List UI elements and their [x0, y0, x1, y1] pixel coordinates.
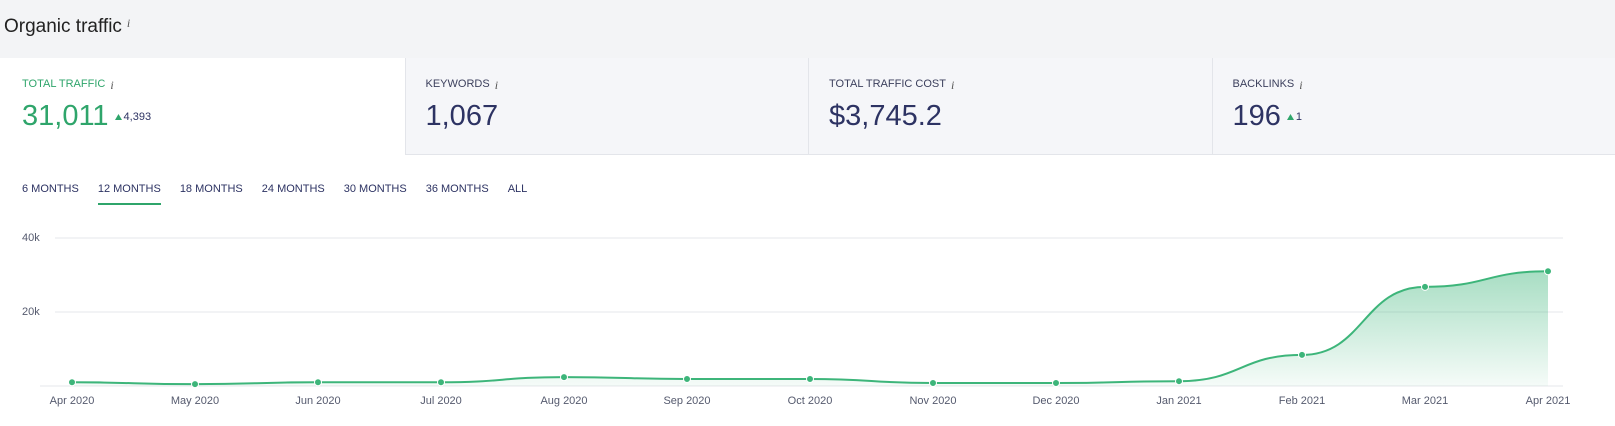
x-tick-label: Oct 2020	[788, 395, 833, 407]
info-icon[interactable]: i	[110, 78, 114, 92]
point	[314, 378, 322, 387]
metric-card[interactable]: KEYWORDS i 1,067	[404, 58, 808, 155]
metric-label: TOTAL TRAFFIC i	[22, 78, 114, 93]
x-tick-label: Jan 2021	[1156, 395, 1201, 407]
metric-number: $3,745.2	[829, 100, 942, 132]
area	[72, 271, 1548, 386]
point	[1298, 350, 1306, 359]
x-tick-label: Feb 2021	[1279, 395, 1325, 407]
info-icon[interactable]: i	[494, 78, 499, 92]
header-bar: Organic traffic i	[0, 0, 1615, 58]
x-tick-label: Nov 2020	[909, 395, 956, 407]
up-arrow	[114, 114, 122, 121]
period-tab[interactable]: 24 MONTHS	[261, 183, 325, 195]
metric-value: 1,067	[426, 100, 499, 133]
metric-value: $3,745.2	[829, 100, 942, 133]
change-text: 1	[1295, 111, 1303, 124]
metric-label-text: BACKLINKS	[1232, 78, 1295, 90]
metric-number: 196	[1232, 100, 1281, 132]
period-tab[interactable]: 12 MONTHS	[97, 183, 161, 205]
x-tick-label: May 2020	[171, 395, 219, 407]
metric-value: 196 1	[1233, 100, 1303, 133]
metric-label-text: TOTAL TRAFFIC	[22, 78, 106, 90]
x-tick-label: Apr 2021	[1526, 395, 1571, 407]
period-tab[interactable]: 30 MONTHS	[343, 183, 407, 195]
period-tab[interactable]: 18 MONTHS	[179, 183, 243, 195]
metric-change: 4,393	[114, 111, 152, 124]
period-tab[interactable]: 36 MONTHS	[425, 183, 489, 195]
metric-label: BACKLINKS i	[1233, 78, 1303, 93]
line	[71, 270, 1549, 386]
metric-cards: TOTAL TRAFFIC i 31,011 4,393 KEYWORDS i 1,067 T…	[2, 58, 1615, 155]
period-tabs: 6 MONTHS 12 MONTHS 18 MONTHS 24 MONTHS 30 MO…	[22, 183, 546, 205]
metric-card[interactable]: TOTAL TRAFFIC COST i $3,745.2	[808, 58, 1212, 155]
point	[1052, 379, 1060, 388]
point	[1544, 267, 1552, 276]
metric-number: 1,067	[425, 100, 499, 132]
x-tick-label: Dec 2020	[1032, 395, 1079, 407]
info-icon[interactable]: i	[126, 16, 131, 30]
point	[1421, 282, 1429, 291]
point	[437, 378, 445, 387]
x-tick-label: Aug 2020	[540, 395, 587, 407]
y-tick-label: 20k	[22, 306, 40, 318]
up-arrow	[1286, 114, 1294, 121]
change-text: 4,393	[123, 111, 152, 124]
info-icon[interactable]: i	[950, 78, 955, 92]
metric-label-text: KEYWORDS	[425, 78, 490, 90]
point	[68, 378, 76, 387]
point	[191, 380, 199, 389]
page-title: Organic traffic i	[4, 16, 130, 38]
metric-card[interactable]: TOTAL TRAFFIC i 31,011 4,393	[2, 58, 405, 155]
period-tab[interactable]: 6 MONTHS	[22, 183, 79, 195]
point	[683, 374, 691, 383]
x-tick-label: Jun 2020	[295, 395, 340, 407]
metric-label: TOTAL TRAFFIC COST i	[829, 78, 954, 93]
info-icon[interactable]: i	[1299, 78, 1303, 92]
point	[1175, 377, 1183, 386]
point	[806, 374, 814, 383]
metric-number: 31,011	[22, 100, 109, 132]
metric-label: KEYWORDS i	[426, 78, 499, 93]
metric-card[interactable]: BACKLINKS i 196 1	[1211, 58, 1615, 155]
x-tick-label: Mar 2021	[1402, 395, 1448, 407]
y-tick-label: 40k	[22, 232, 40, 244]
period-tab[interactable]: ALL	[507, 183, 528, 195]
x-tick-label: Apr 2020	[50, 395, 95, 407]
title-text: Organic traffic	[4, 16, 122, 37]
metric-change: 1	[1286, 111, 1303, 124]
x-tick-label: Jul 2020	[420, 395, 462, 407]
point	[929, 379, 937, 388]
metric-label-text: TOTAL TRAFFIC COST	[829, 78, 946, 90]
point	[560, 373, 568, 382]
metric-value: 31,011 4,393	[22, 100, 151, 133]
x-tick-label: Sep 2020	[663, 395, 710, 407]
